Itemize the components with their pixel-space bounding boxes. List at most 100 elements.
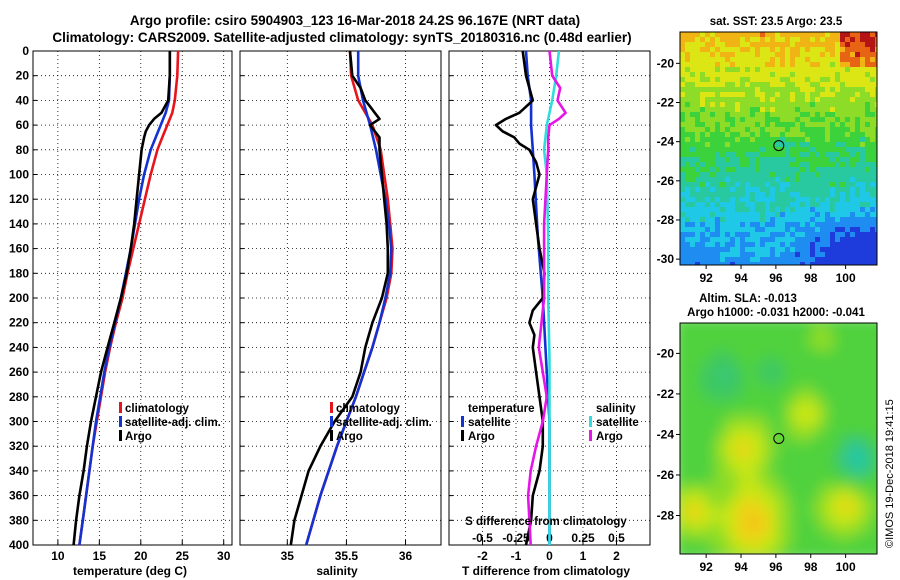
heatmap-cell: [730, 127, 736, 133]
heatmap-cell: [770, 187, 776, 193]
heatmap-cell: [825, 67, 831, 73]
heatmap-cell: [810, 247, 816, 253]
heatmap-cell: [700, 47, 706, 53]
heatmap-cell: [725, 32, 731, 38]
heatmap-cell: [785, 122, 791, 128]
heatmap-cell: [835, 112, 841, 118]
depth-tick-label: 280: [9, 390, 29, 404]
heatmap-cell: [862, 414, 870, 422]
temperature-lines: [72, 50, 180, 546]
heatmap-cell: [705, 87, 711, 93]
heatmap-cell: [771, 393, 779, 401]
heatmap-cell: [865, 187, 871, 193]
heatmap-cell: [775, 167, 781, 173]
heatmap-cell: [799, 428, 807, 436]
heatmap-cell: [875, 137, 877, 143]
heatmap-cell: [813, 421, 821, 429]
heatmap-cell: [760, 142, 766, 148]
heatmap-cell: [694, 477, 702, 485]
heatmap-cell: [750, 142, 756, 148]
heatmap-cell: [680, 344, 688, 352]
heatmap-cell: [792, 519, 800, 527]
heatmap-cell: [840, 147, 846, 153]
heatmap-cell: [757, 449, 765, 457]
heatmap-cell: [835, 142, 841, 148]
heatmap-cell: [745, 192, 751, 198]
heatmap-cell: [790, 232, 796, 238]
heatmap-cell: [875, 172, 877, 178]
heatmap-cell: [795, 37, 801, 43]
heatmap-cell: [834, 351, 842, 359]
heatmap-cell: [860, 212, 866, 218]
heatmap-cell: [736, 407, 744, 415]
heatmap-cell: [799, 323, 807, 331]
heatmap-cell: [855, 267, 861, 273]
heatmap-cell: [880, 42, 886, 48]
heatmap-cell: [799, 512, 807, 520]
heatmap-cell: [827, 547, 835, 554]
heatmap-cell: [755, 157, 761, 163]
heatmap-cell: [869, 477, 877, 485]
heatmap-cell: [850, 232, 856, 238]
heatmap-cell: [855, 484, 863, 492]
heatmap-cell: [764, 470, 772, 478]
heatmap-cell: [778, 512, 786, 520]
heatmap-cell: [710, 47, 716, 53]
heatmap-cell: [757, 470, 765, 478]
heatmap-cell: [720, 172, 726, 178]
heatmap-cell: [875, 267, 881, 273]
heatmap-cell: [869, 337, 877, 345]
heatmap-cell: [850, 127, 856, 133]
heatmap-cell: [715, 456, 723, 464]
heatmap-cell: [850, 37, 856, 43]
heatmap-cell: [705, 177, 711, 183]
heatmap-cell: [775, 127, 781, 133]
heatmap-cell: [799, 533, 807, 541]
heatmap-cell: [701, 463, 709, 471]
heatmap-cell: [770, 82, 776, 88]
heatmap-cell: [830, 107, 836, 113]
heatmap-cell: [870, 157, 876, 163]
heatmap-cell: [860, 107, 866, 113]
heatmap-cell: [875, 87, 877, 93]
heatmap-cell: [875, 262, 877, 265]
heatmap-cell: [805, 107, 811, 113]
heatmap-cell: [825, 192, 831, 198]
heatmap-cell: [835, 77, 841, 83]
s-tick-label: -0.25: [502, 531, 530, 545]
heatmap-cell: [813, 442, 821, 450]
heatmap-cell: [841, 372, 849, 380]
heatmap-cell: [850, 212, 856, 218]
heatmap-cell: [815, 62, 821, 68]
heatmap-cell: [840, 242, 846, 248]
heatmap-cell: [680, 498, 688, 506]
heatmap-cell: [720, 102, 726, 108]
heatmap-cell: [730, 162, 736, 168]
heatmap-cell: [695, 47, 701, 53]
heatmap-cell: [775, 102, 781, 108]
heatmap-cell: [805, 132, 811, 138]
heatmap-cell: [800, 232, 806, 238]
heatmap-cell: [848, 400, 856, 408]
heatmap-cell: [715, 192, 721, 198]
heatmap-cell: [778, 414, 786, 422]
heatmap-cell: [680, 132, 686, 138]
heatmap-cell: [800, 47, 806, 53]
heatmap-cell: [745, 142, 751, 148]
heatmap-cell: [795, 207, 801, 213]
heatmap-cell: [810, 132, 816, 138]
heatmap-cell: [834, 372, 842, 380]
heatmap-cell: [830, 67, 836, 73]
heatmap-cell: [875, 157, 877, 163]
heatmap-cell: [840, 182, 846, 188]
heatmap-cell: [710, 37, 716, 43]
heatmap-cell: [725, 192, 731, 198]
heatmap-cell: [735, 152, 741, 158]
heatmap-cell: [750, 365, 758, 373]
heatmap-cell: [795, 72, 801, 78]
heatmap-cell: [708, 358, 716, 366]
heatmap-cell: [865, 162, 871, 168]
legend-label-climatology: climatology: [125, 403, 190, 415]
heatmap-cell: [710, 112, 716, 118]
heatmap-cell: [722, 400, 730, 408]
